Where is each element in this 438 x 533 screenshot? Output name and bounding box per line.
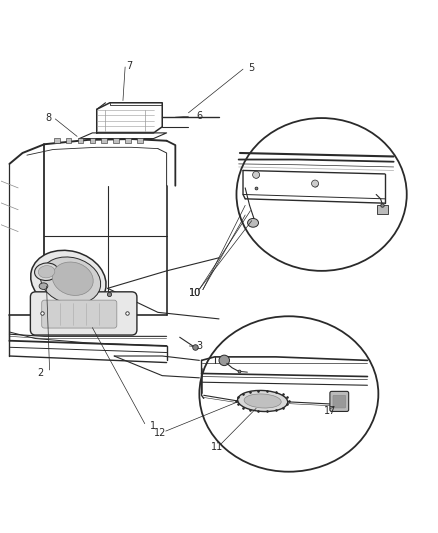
Ellipse shape: [199, 316, 378, 472]
Ellipse shape: [244, 394, 281, 408]
Bar: [125, 138, 131, 143]
Bar: [66, 138, 71, 143]
Circle shape: [253, 171, 260, 179]
Bar: [377, 205, 388, 214]
Text: 6: 6: [196, 111, 202, 121]
Circle shape: [311, 180, 318, 187]
Bar: [78, 138, 83, 143]
Bar: [54, 138, 60, 143]
Text: 12: 12: [154, 429, 166, 438]
Bar: [137, 138, 143, 143]
Text: 7: 7: [127, 61, 133, 71]
Bar: [101, 138, 107, 143]
Text: 11: 11: [211, 442, 223, 452]
FancyBboxPatch shape: [333, 395, 346, 408]
Text: 2: 2: [37, 368, 43, 378]
Bar: [89, 138, 95, 143]
Ellipse shape: [52, 262, 93, 295]
Ellipse shape: [39, 283, 48, 289]
Text: 8: 8: [46, 113, 52, 123]
Ellipse shape: [35, 263, 59, 280]
FancyBboxPatch shape: [330, 391, 349, 411]
Bar: [113, 138, 119, 143]
Text: 1: 1: [150, 421, 156, 431]
Text: 17: 17: [324, 407, 336, 416]
Ellipse shape: [237, 118, 407, 271]
Ellipse shape: [40, 257, 101, 304]
Ellipse shape: [247, 219, 258, 227]
Text: 10: 10: [189, 288, 201, 298]
Circle shape: [219, 355, 230, 366]
Text: 5: 5: [249, 63, 255, 73]
Text: 10: 10: [189, 288, 201, 298]
Ellipse shape: [38, 265, 55, 278]
Ellipse shape: [31, 251, 106, 311]
FancyBboxPatch shape: [42, 300, 117, 328]
FancyBboxPatch shape: [30, 292, 137, 335]
Text: 3: 3: [196, 341, 202, 351]
Ellipse shape: [237, 391, 288, 411]
